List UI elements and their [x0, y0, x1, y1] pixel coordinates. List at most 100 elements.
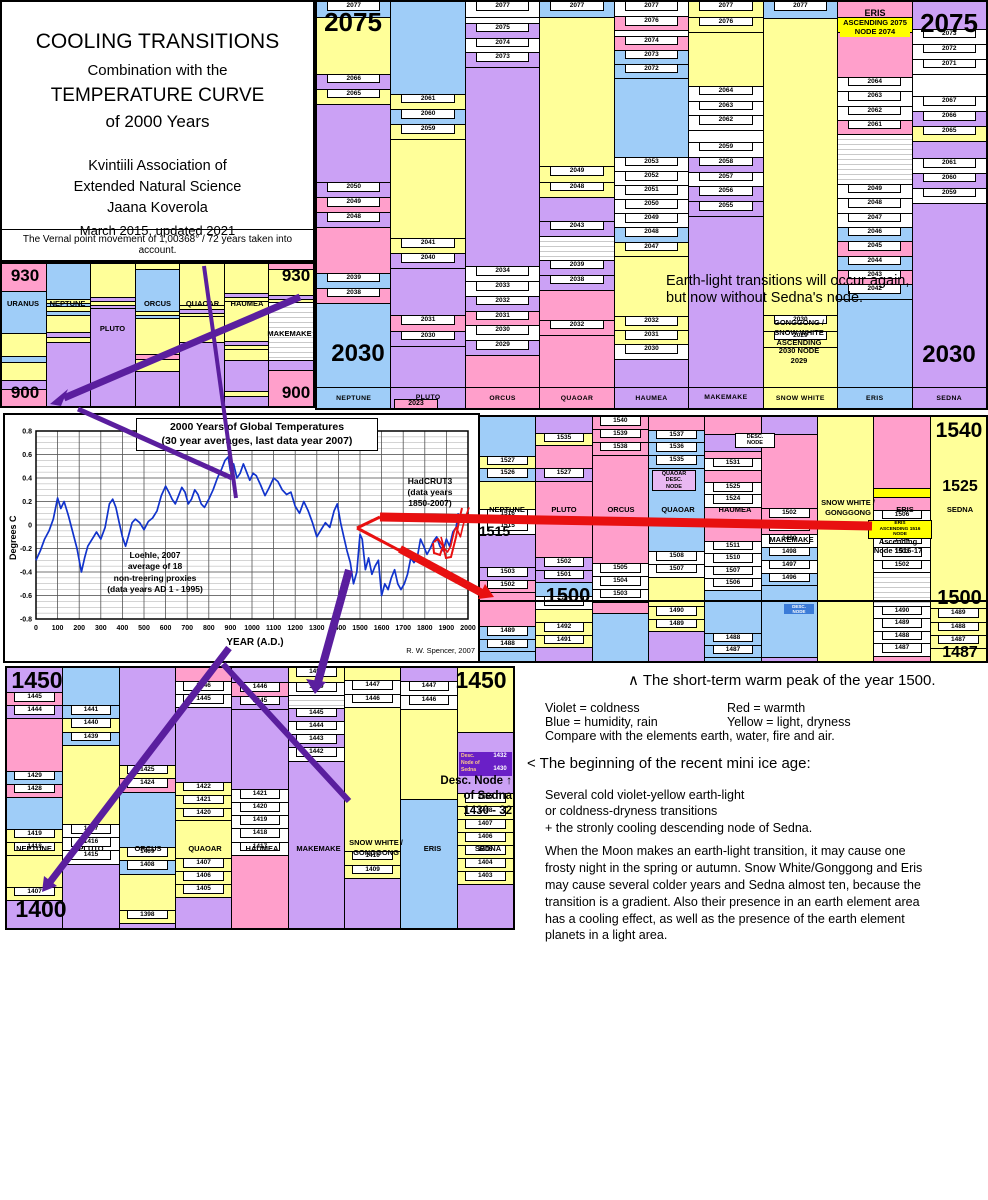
makemake-desc-node: DESC. NODE	[784, 604, 814, 615]
planet-column-eris: 1447 1446	[400, 668, 457, 928]
year-label: 1425	[126, 764, 168, 775]
sedna-desc-node-box	[459, 752, 512, 776]
transition-segment: 1420	[175, 807, 232, 821]
planet-column-sedna: 1489 1488 1487	[929, 417, 986, 662]
transition-segment: 1429	[7, 770, 63, 784]
transition-segment: 2048	[838, 198, 912, 213]
year-label: 1420	[183, 807, 224, 818]
transition-segment: 2052	[614, 171, 689, 186]
planet-column-quaoar: 1537 1536 1535 1508 1507 1490 1489	[647, 417, 705, 661]
svg-text:0.4: 0.4	[22, 476, 32, 483]
transition-segment: 2073	[912, 28, 986, 44]
year-label: 2074	[475, 37, 530, 48]
transition-segment: 1490	[648, 606, 705, 619]
planet-column-sedna: 2073 2072 2071 2067 2066 2065 2061 2060 2059 SEDN…	[911, 2, 986, 408]
legend-violet: Violet = coldness	[545, 701, 640, 715]
year-label: 2061	[401, 93, 455, 104]
transition-segment	[648, 631, 705, 661]
svg-text:1000: 1000	[244, 625, 260, 632]
year-label: 2074	[624, 35, 679, 46]
transition-segment: 1439	[63, 731, 119, 745]
transition-segment	[480, 651, 536, 662]
svg-text:1400: 1400	[331, 625, 347, 632]
big-year-930-right: 930	[281, 266, 311, 285]
transition-segment: 2057	[689, 171, 763, 187]
transition-segment	[344, 878, 401, 929]
year-label: 2060	[401, 109, 455, 119]
year-label: 1496	[768, 572, 810, 583]
year-label: 1418	[239, 828, 281, 838]
transition-segment: 1441	[63, 705, 119, 719]
planet-column-haumea: 1446 1445 1421 1420 1419 1418 1417	[231, 668, 288, 928]
transition-segment	[2, 291, 46, 333]
transition-segment: 1508	[648, 551, 705, 564]
year-label: 1487	[881, 643, 923, 653]
transition-segment: 2076	[689, 16, 763, 32]
year-label: 2030	[773, 314, 828, 325]
transition-segment	[705, 590, 761, 633]
year-label: 1424	[126, 778, 168, 788]
transition-segment	[817, 417, 874, 661]
transition-segment	[7, 718, 63, 771]
svg-text:1800: 1800	[417, 625, 433, 632]
transition-segment: 1419	[232, 815, 288, 829]
transition-segment: 1445	[232, 695, 288, 709]
transition-segment	[480, 417, 536, 456]
transition-segment: 1450	[288, 667, 344, 683]
col-label-quaoar-1500: QUAOAR	[661, 505, 695, 514]
big-year-900-left: 900	[10, 383, 40, 402]
transition-segment	[838, 298, 912, 388]
transition-segment: 2077	[465, 1, 540, 17]
transition-segment: 2077	[614, 1, 689, 16]
col-label-makemake-1500: MAKEMAKE	[769, 535, 814, 544]
year-label: 1502	[881, 559, 923, 569]
transition-segment: 1527	[480, 455, 536, 469]
transition-segment: 1407	[457, 819, 513, 833]
transition-segment: 2038	[317, 287, 391, 303]
year-label: 2043	[848, 269, 902, 280]
year-label: 2067	[922, 96, 976, 106]
year-label: 2030	[475, 325, 530, 335]
transition-segment: 2063	[838, 91, 912, 106]
transition-segment	[592, 601, 648, 613]
planet-column-neptune: 2077 2066 2065 2050 2049 2048 2039 2038 NEPTUNE	[317, 1, 391, 409]
year-label: 2055	[699, 201, 753, 211]
svg-text:600: 600	[160, 625, 172, 632]
transition-segment: 2073	[465, 52, 540, 68]
temp-title: 2000 Years of Global Temperatures (30 ye…	[136, 418, 378, 452]
col-label-quaoar-1400: QUAOAR	[188, 844, 222, 853]
year-label: 1539	[599, 428, 641, 439]
transition-segment: 1405	[457, 845, 513, 859]
planet-column-pluto: 1535 1527 1502 1501 1497 1492 1491	[535, 417, 592, 662]
transition-segment: 2050	[614, 199, 689, 214]
planet-column-haumea: 2077 2076 2074 2073 2072 2053 2052 2051 2050 2049…	[613, 1, 689, 409]
transition-segment: 1445	[7, 692, 63, 706]
transition-segment	[224, 348, 269, 361]
transition-segment	[874, 488, 930, 497]
year-label: 1446	[183, 681, 224, 691]
sedna-desc-node-label: Desc. Node of Sedna	[461, 753, 480, 773]
col-label-pluto-1400: PLUTO	[78, 844, 104, 853]
transition-segment	[465, 67, 540, 267]
col-label-snowwhite-1400: SNOW WHITE / GONGGONG	[349, 838, 403, 857]
transition-segment: 1506	[874, 509, 930, 523]
transition-segment	[465, 16, 540, 23]
transition-segment	[838, 2, 912, 17]
svg-text:200: 200	[73, 625, 85, 632]
big-year-1487: 1487	[942, 644, 978, 661]
transition-segment: 1444	[7, 705, 63, 719]
transition-segment	[912, 140, 986, 159]
transition-segment: 2048	[317, 212, 391, 228]
transition-segment: 2030	[391, 330, 465, 346]
chart-2030-2075: 2077 2066 2065 2050 2049 2048 2039 2038 NEPTUNE 2…	[315, 0, 988, 410]
transition-segment: 2074	[465, 37, 540, 53]
year-label: 1507	[712, 565, 754, 576]
svg-text:-0.6: -0.6	[20, 593, 32, 600]
transition-segment	[135, 371, 180, 406]
transition-segment: 2039	[317, 272, 391, 288]
year-label: 2031	[401, 315, 455, 325]
planet-name-eris: ERIS	[838, 387, 912, 409]
big-year-1400: 1400	[15, 896, 67, 922]
transition-segment	[63, 744, 119, 825]
